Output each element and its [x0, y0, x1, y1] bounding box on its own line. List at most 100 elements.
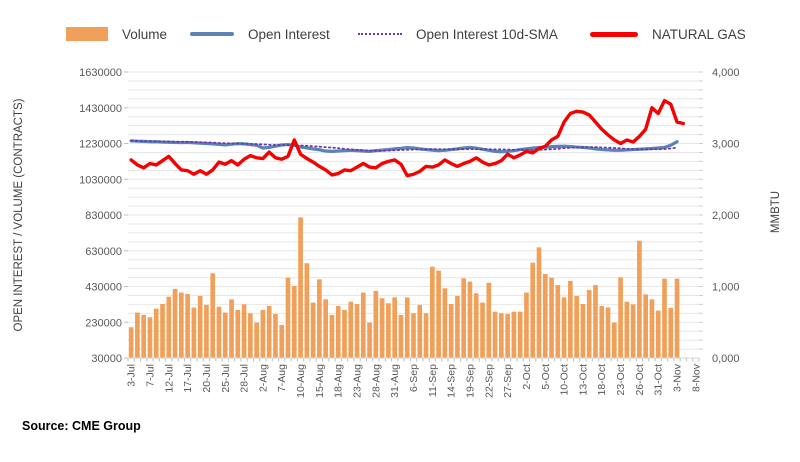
right-axis-title: MMBTU [770, 191, 782, 233]
volume-bar [423, 313, 429, 358]
volume-bar [298, 217, 303, 358]
volume-bar [291, 285, 297, 358]
open-interest-line-swatch-icon [190, 31, 234, 37]
volume-bar [624, 301, 630, 358]
legend-label-natural-gas: NATURAL GAS [652, 26, 746, 42]
volume-bar [492, 311, 498, 358]
x-axis-tick-label: 19-Sep [464, 364, 476, 398]
volume-bar [618, 277, 623, 358]
volume-bar [360, 292, 366, 358]
x-axis-tick-label: 3-Nov [672, 363, 684, 392]
volume-bar [593, 285, 598, 358]
x-axis-tick-label: 6-Sep [408, 364, 420, 392]
x-axis-tick-label: 28-Jul [239, 364, 251, 393]
volume-bar [674, 278, 680, 358]
volume-bars-layer [128, 217, 680, 358]
legend-item-open-interest: Open Interest [190, 20, 330, 48]
y2-axis-tick-label: 4,000 [712, 67, 740, 79]
x-axis-tick-label: 17-Jul [182, 364, 194, 393]
x-axis-tick-label: 3-Jul [126, 364, 138, 387]
x-axis-tick-label: 26-Oct [634, 364, 646, 396]
y2-axis-tick-label: 1,000 [712, 282, 740, 294]
volume-bar [442, 288, 448, 358]
y2-axis-tick-label: 2,000 [712, 210, 740, 222]
volume-bar [310, 302, 316, 358]
volume-bar [235, 309, 241, 358]
x-axis-tick-label: 18-Oct [596, 364, 608, 396]
natural-gas-line-swatch-icon [590, 31, 638, 37]
volume-bar [178, 292, 184, 358]
volume-bar [197, 295, 203, 358]
volume-bar [599, 305, 605, 358]
x-axis-tick-label: 28-Aug [370, 364, 382, 398]
legend-label-volume: Volume [122, 26, 168, 42]
volume-bar [367, 322, 372, 358]
y-axis-tick-label: 30000 [91, 353, 122, 365]
y-axis-tick-label: 1030000 [79, 174, 122, 186]
line-series-layer [129, 98, 686, 178]
volume-bar [329, 314, 335, 358]
x-axis-tick-label: 12-Jul [163, 364, 175, 393]
volume-bar [605, 307, 611, 358]
x-axis-tick-label: 2-Aug [257, 364, 269, 392]
x-axis-tick-label: 10-Oct [559, 364, 571, 396]
x-axis-tick-label: 20-Jul [201, 364, 213, 393]
x-axis-tick-label: 7-Aug [276, 364, 288, 392]
volume-bar [668, 307, 674, 358]
volume-bar [637, 240, 642, 358]
volume-bar [643, 294, 649, 358]
sma-dotted-line-swatch-icon [358, 33, 402, 35]
x-axis-tick-label: 13-Oct [577, 364, 589, 396]
volume-bar [323, 299, 328, 358]
volume-bar [542, 273, 548, 358]
x-axis-tick-label: 8-Nov [690, 363, 702, 392]
y-axis-tick-label: 830000 [85, 210, 122, 222]
volume-bar [649, 299, 655, 358]
volume-bar [448, 304, 454, 358]
legend-item-sma: Open Interest 10d-SMA [358, 20, 558, 48]
y-axis-tick-label: 630000 [85, 246, 122, 258]
volume-bar [191, 307, 197, 358]
volume-bar [568, 280, 573, 358]
left-axis-title: OPEN INTEREST / VOLUME (CONTRACTS) [13, 98, 25, 331]
volume-bar [473, 293, 479, 358]
volume-bar [273, 314, 278, 358]
volume-bar [549, 277, 554, 358]
x-axis-tick-label: 23-Oct [615, 364, 627, 396]
volume-bar [630, 304, 636, 358]
volume-bar [379, 298, 385, 358]
volume-bar [241, 304, 247, 358]
x-axis-tick-label: 15-Aug [314, 364, 326, 398]
volume-bar [499, 313, 504, 358]
y2-axis-tick-label: 0,000 [712, 353, 740, 365]
x-axis-tick-label: 18-Aug [333, 364, 345, 398]
volume-bar [404, 297, 410, 358]
volume-bar [248, 313, 253, 358]
source-note: Source: CME Group [22, 419, 141, 433]
volume-bar [467, 281, 473, 358]
x-axis-tick-label: 31-Aug [389, 364, 401, 398]
legend-item-natural-gas: NATURAL GAS [590, 20, 746, 48]
volume-bar [429, 266, 435, 358]
volume-bar [335, 305, 341, 358]
volume-bar [586, 290, 592, 358]
volume-bar [611, 322, 617, 358]
x-axis-tick-label: 10-Aug [295, 364, 307, 398]
volume-bar-swatch-icon [66, 27, 108, 41]
x-axis-tick-label: 2-Oct [521, 364, 533, 390]
volume-bar [373, 290, 379, 358]
volume-bar [461, 278, 467, 358]
natural-gas-price-line [129, 98, 686, 178]
x-axis-tick-label: 7-Jul [144, 364, 156, 387]
x-axis-tick-label: 27-Sep [502, 364, 514, 398]
volume-bar [166, 296, 172, 358]
chart-legend: Volume Open Interest Open Interest 10d-S… [0, 20, 800, 48]
y-axis-tick-label: 1630000 [79, 67, 122, 79]
volume-bar [210, 273, 216, 358]
volume-bar [398, 314, 404, 358]
volume-bar [574, 295, 579, 358]
volume-bar [260, 309, 266, 358]
volume-bar [662, 278, 667, 358]
volume-bar [153, 308, 159, 358]
y-axis-tick-label: 430000 [85, 282, 122, 294]
